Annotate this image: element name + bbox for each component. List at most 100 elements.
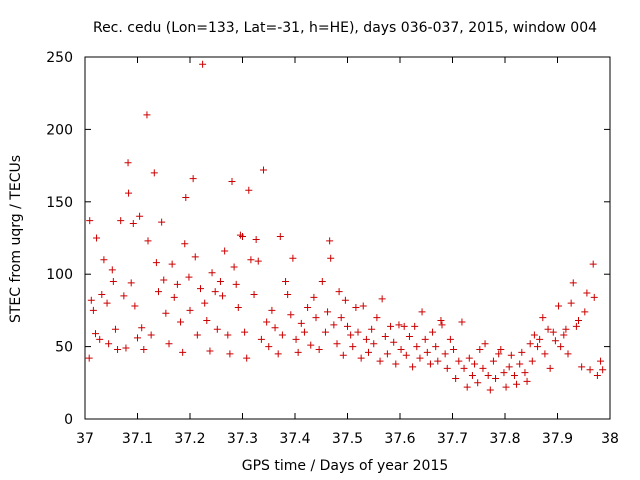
data-point [390,338,398,346]
data-point [341,296,349,304]
data-point [405,332,413,340]
data-point [241,328,249,336]
data-point [89,306,97,314]
data-point [310,293,318,301]
data-point [426,360,434,368]
data-point [357,354,365,362]
data-point [289,254,297,262]
data-point [125,189,133,197]
data-point [471,360,479,368]
data-point [263,318,271,326]
data-point [362,335,370,343]
data-point [108,266,116,274]
y-tick-label: 50 [55,340,73,356]
x-tick-label: 37.3 [227,431,258,447]
plot-frame [84,56,611,420]
data-point [213,325,221,333]
data-point [534,343,542,351]
data-point [170,293,178,301]
data-point [521,369,529,377]
data-point [324,308,332,316]
data-point [304,304,312,312]
data-point [441,350,449,358]
data-point [300,328,308,336]
data-point [421,335,429,343]
data-point [546,364,554,372]
data-point [502,383,510,391]
data-point [216,277,224,285]
data-point [150,169,158,177]
data-point [85,354,93,362]
x-tick-label: 37.7 [437,431,468,447]
x-tick-label: 37.5 [332,431,363,447]
data-point [307,341,315,349]
data-point [312,314,320,322]
data-point [590,293,598,301]
data-point [337,314,345,322]
y-tick-label: 100 [46,267,73,283]
data-point [199,60,207,68]
data-point [138,324,146,332]
data-point [201,299,209,307]
data-point [297,319,305,327]
y-tick-label: 200 [46,122,73,138]
data-point [373,314,381,322]
data-point [443,364,451,372]
data-point [589,260,597,268]
data-point [274,350,282,358]
data-point [518,348,526,356]
data-point [103,299,111,307]
data-point [387,322,395,330]
data-point [330,321,338,329]
data-point [185,273,193,281]
data-point [182,193,190,201]
data-point [429,328,437,336]
data-point [344,322,351,330]
data-point [539,314,547,322]
data-point [395,321,403,329]
data-point [335,288,343,296]
x-tick-label: 37.6 [384,431,415,447]
data-point [562,325,570,333]
data-point [465,354,473,362]
data-point [131,302,139,310]
data-point [349,343,357,351]
data-point [557,343,565,351]
data-point [162,309,170,317]
data-point [418,308,426,316]
data-point [243,354,251,362]
data-point [260,166,267,174]
data-point [144,237,152,245]
data-point [333,340,341,348]
data-point [458,318,466,326]
data-point [193,331,201,339]
data-point [402,351,410,359]
data-point [450,345,458,353]
data-point [528,357,536,365]
data-point [463,383,471,391]
data-point [271,324,279,332]
data-point [474,379,482,387]
data-point [368,325,376,333]
data-point [265,343,273,351]
data-point [191,253,199,261]
data-point [147,331,155,339]
data-point [134,334,141,342]
data-point [127,279,135,287]
data-point [572,322,580,330]
data-point [278,331,286,339]
data-point [327,254,335,262]
data-point [409,363,417,371]
x-tick-label: 37.9 [542,431,573,447]
x-tick-label: 37.2 [174,431,205,447]
data-point [536,335,544,343]
data-point [452,374,460,382]
data-point [155,288,162,296]
data-point [597,357,605,365]
data-point [432,343,440,351]
data-point [397,345,405,353]
data-point [581,308,589,316]
data-point [339,351,347,359]
data-point [411,322,419,330]
